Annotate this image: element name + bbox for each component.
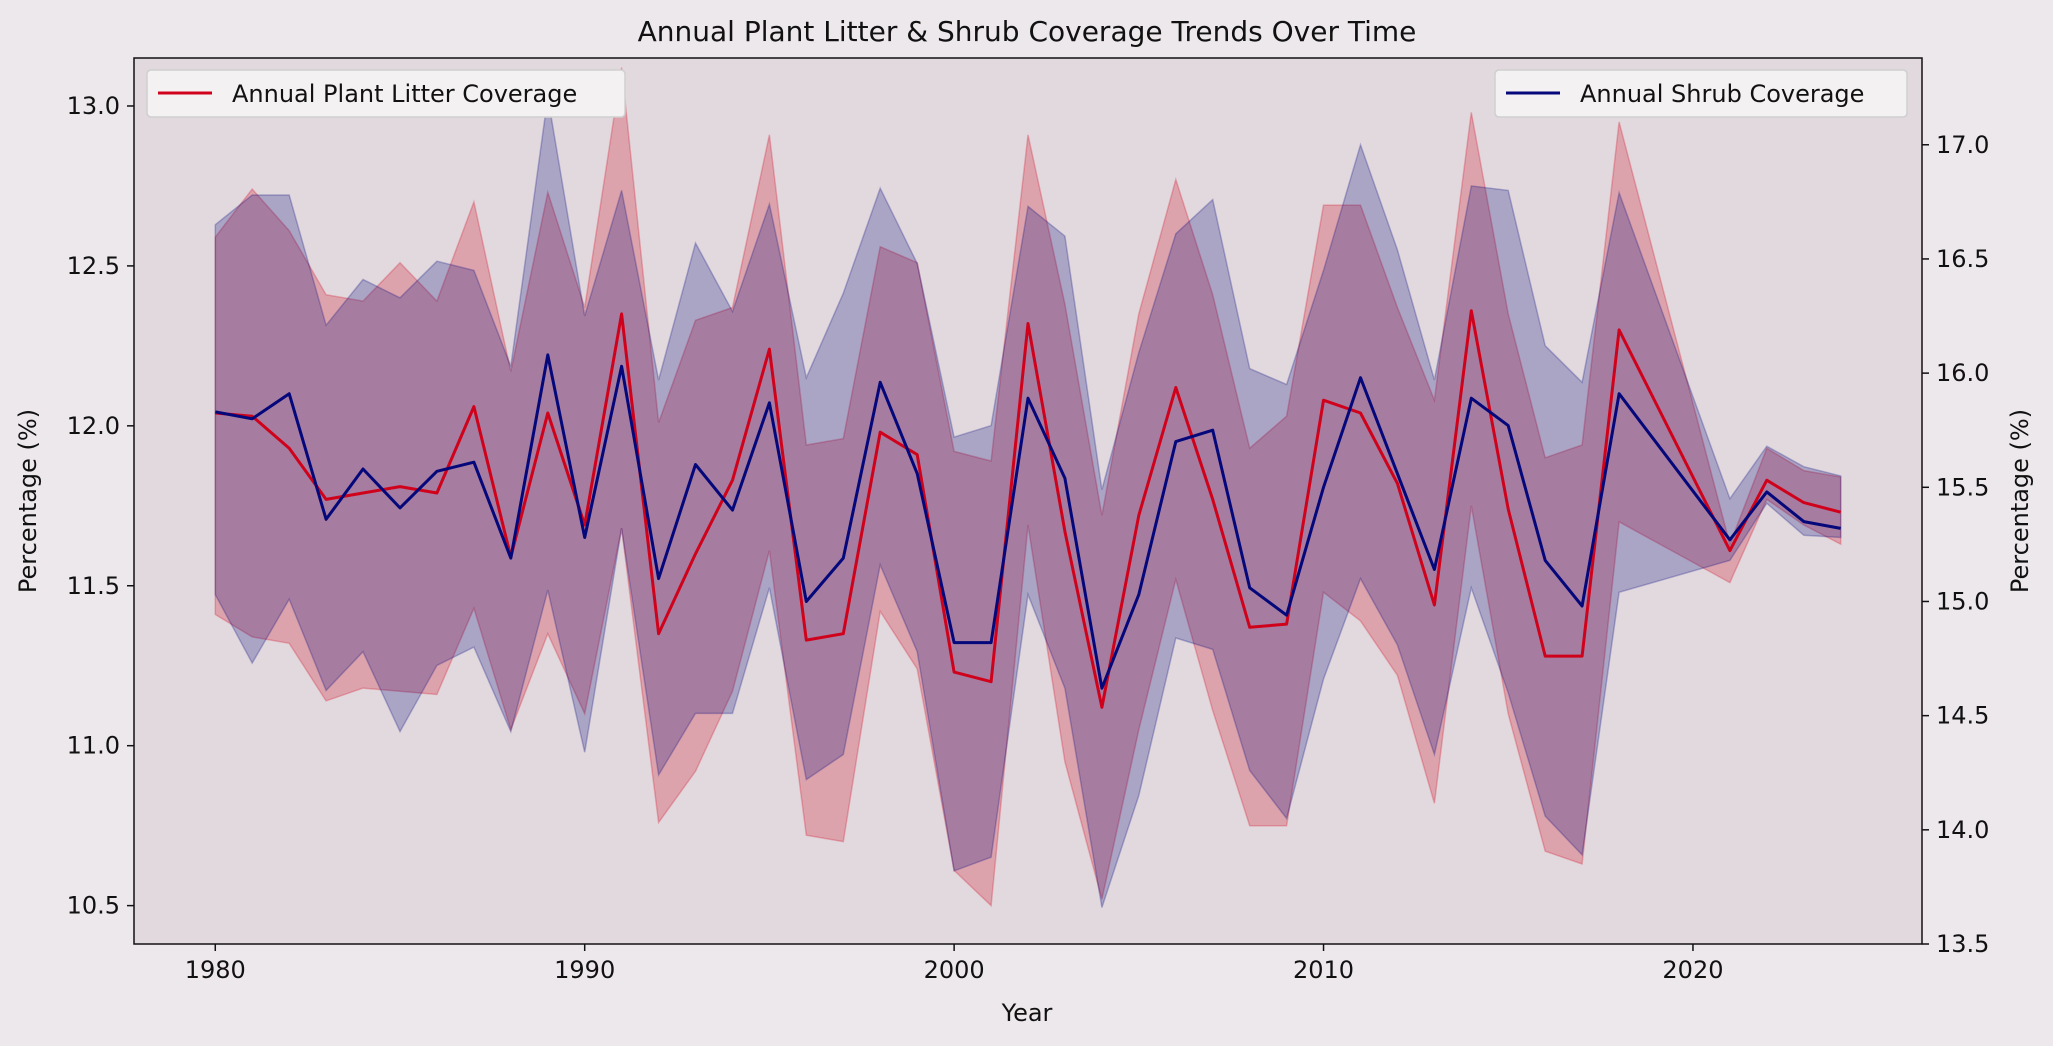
y-axis-left: 10.5 11.0 11.5 12.0 12.5 13.0 [67, 92, 134, 920]
plot-frame [133, 57, 1923, 945]
band-series-1 [214, 96, 1842, 908]
y-right-tick-label: 14.5 [1936, 702, 1989, 730]
chart-title: Annual Plant Litter & Shrub Coverage Tre… [638, 15, 1417, 48]
legend-right: Annual Shrub Coverage [1494, 69, 1908, 118]
legend-left: Annual Plant Litter Coverage [146, 69, 626, 118]
y-axis-right-label: Percentage (%) [2006, 409, 2034, 593]
legend-left-label: Annual Plant Litter Coverage [232, 80, 577, 108]
confidence-bands [214, 67, 1842, 908]
legend-right-box [1494, 69, 1908, 118]
x-tick-label: 2020 [1662, 956, 1723, 984]
y-left-tick-label: 12.0 [67, 412, 120, 440]
plot-area [134, 58, 1922, 944]
line-series-1 [215, 353, 1841, 690]
y-left-tick-label: 11.0 [67, 732, 120, 760]
y-left-tick-label: 13.0 [67, 92, 120, 120]
x-tick-label: 2010 [1293, 956, 1354, 984]
x-tick-label: 1980 [185, 956, 246, 984]
x-axis: 1980 1990 2000 2010 2020 [185, 944, 1723, 984]
y-right-tick-label: 13.5 [1936, 930, 1989, 958]
y-right-tick-label: 17.0 [1936, 131, 1989, 159]
x-axis-label: Year [1001, 999, 1053, 1027]
y-right-tick-label: 16.5 [1936, 245, 1989, 273]
y-axis-left-label: Percentage (%) [14, 409, 42, 593]
y-right-tick-label: 15.0 [1936, 587, 1989, 615]
legend-right-label: Annual Shrub Coverage [1580, 80, 1864, 108]
series-lines [215, 309, 1842, 709]
y-left-tick-label: 12.5 [67, 252, 120, 280]
legend-left-box [146, 69, 626, 118]
x-tick-label: 1990 [554, 956, 615, 984]
y-left-tick-label: 10.5 [67, 892, 120, 920]
band-series-0 [214, 67, 1842, 908]
y-right-tick-label: 16.0 [1936, 359, 1989, 387]
y-right-tick-label: 15.5 [1936, 473, 1989, 501]
y-axis-right: 13.5 14.0 14.5 15.0 15.5 16.0 16.5 17.0 [1922, 131, 1989, 958]
y-right-tick-label: 14.0 [1936, 816, 1989, 844]
line-series-0 [215, 309, 1842, 709]
x-tick-label: 2000 [924, 956, 985, 984]
y-left-tick-label: 11.5 [67, 572, 120, 600]
